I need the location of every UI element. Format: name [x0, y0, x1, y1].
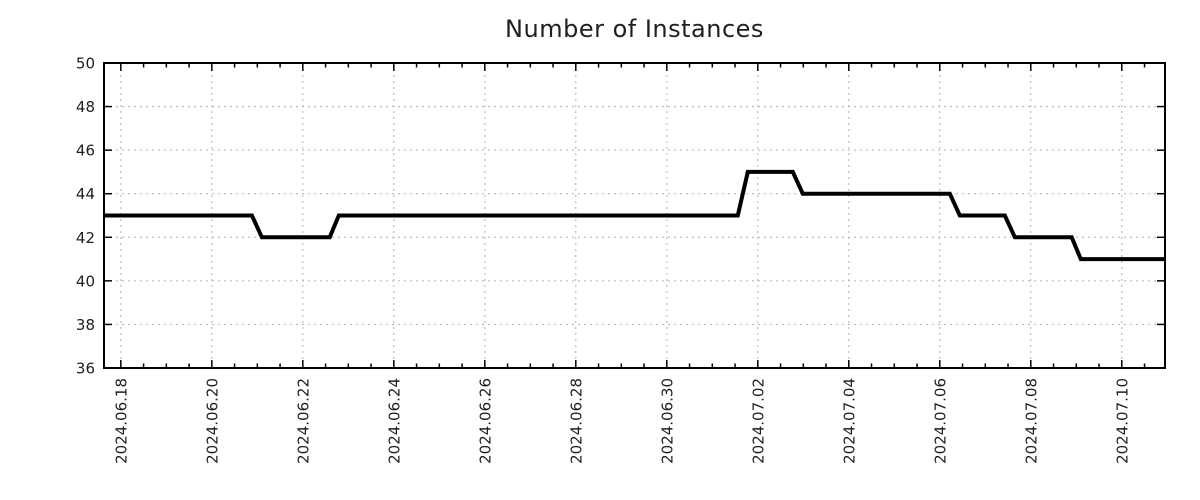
- x-tick-label: 2024.06.30: [658, 378, 676, 464]
- y-tick-label: 40: [76, 272, 95, 290]
- y-tick-label: 50: [76, 55, 95, 73]
- y-tick-label: 44: [76, 185, 95, 203]
- x-tick-label: 2024.07.10: [1113, 378, 1131, 464]
- x-tick-label: 2024.07.08: [1022, 378, 1040, 464]
- chart-title: Number of Instances: [505, 15, 764, 43]
- x-tick-label: 2024.06.26: [476, 378, 494, 464]
- x-tick-label: 2024.07.02: [749, 378, 767, 464]
- series-line-instances: [104, 169, 1165, 262]
- y-tick-label: 48: [76, 98, 95, 116]
- y-tick-label: 38: [76, 316, 95, 334]
- x-tick-label: 2024.06.18: [112, 378, 130, 464]
- x-tick-label: 2024.06.20: [203, 378, 221, 464]
- x-tick-label: 2024.07.06: [931, 378, 949, 464]
- x-tick-label: 2024.06.28: [567, 378, 585, 464]
- plot-border: [103, 62, 1166, 369]
- y-tick-label: 42: [76, 229, 95, 247]
- x-tick-label: 2024.06.24: [385, 378, 403, 464]
- x-tick-label: 2024.07.04: [840, 378, 858, 464]
- x-tick-label: 2024.06.22: [294, 378, 312, 464]
- y-tick-label: 36: [76, 360, 95, 378]
- y-tick-label: 46: [76, 142, 95, 160]
